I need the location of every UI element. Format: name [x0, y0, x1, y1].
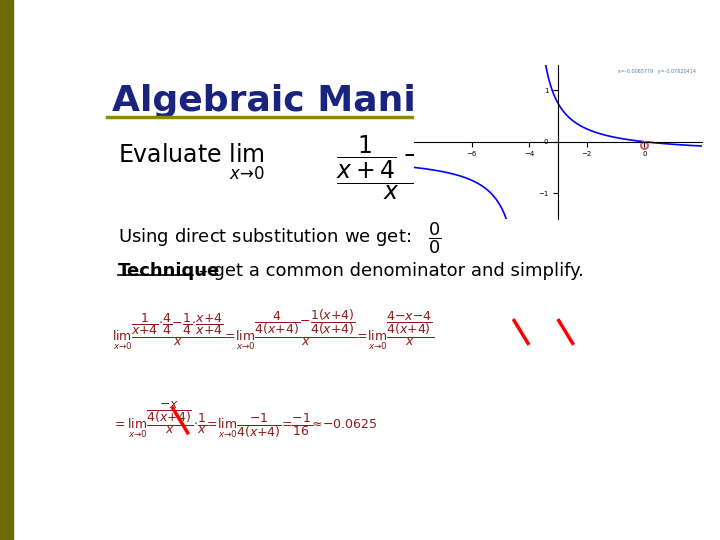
Text: Using direct substitution we get:   $\dfrac{0}{0}$: Using direct substitution we get: $\dfra…	[118, 221, 441, 256]
Text: Evaluate $\lim_{x\to 0}$: Evaluate $\lim_{x\to 0}$	[118, 141, 265, 182]
Text: $\lim_{x\to 0}\dfrac{\dfrac{1}{x+4}\cdot\dfrac{4}{4} - \dfrac{1}{4}\cdot\dfrac{x: $\lim_{x\to 0}\dfrac{\dfrac{1}{x+4}\cdot…	[112, 308, 434, 352]
Text: Algebraic Manipulation: Algebraic Manipulation	[112, 84, 585, 118]
Text: Technique: Technique	[118, 262, 220, 280]
Text: $= \lim_{x\to 0}\dfrac{\dfrac{-x}{4(x+4)}}{x}\cdot\dfrac{1}{x} = \lim_{x\to 0}\d: $= \lim_{x\to 0}\dfrac{\dfrac{-x}{4(x+4)…	[112, 400, 378, 440]
Text: $\dfrac{\dfrac{1}{x+4} - \dfrac{1}{4}}{x}$: $\dfrac{\dfrac{1}{x+4} - \dfrac{1}{4}}{x…	[336, 133, 446, 202]
Text: – get a common denominator and simplify.: – get a common denominator and simplify.	[193, 262, 584, 280]
Text: x=-0.0065779   y=-0.07620414: x=-0.0065779 y=-0.07620414	[618, 70, 696, 75]
